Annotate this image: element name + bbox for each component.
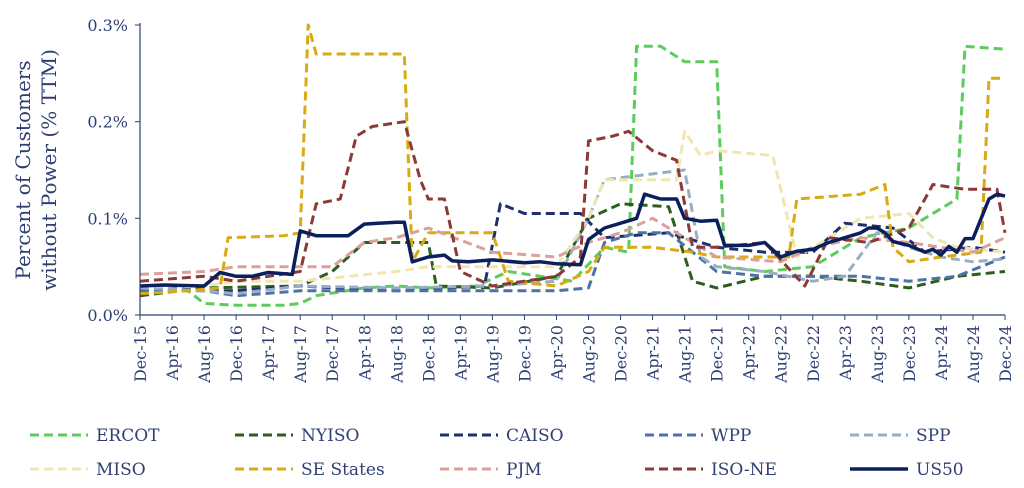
x-tick-label: Dec-15 <box>131 325 150 382</box>
series-line-iso-ne <box>139 120 1007 288</box>
x-tick-label: Apr-21 <box>644 325 663 381</box>
legend: ERCOT NYISO CAISO WPP SPP MISO SE States PJM ISO… <box>30 426 964 480</box>
y-tick-label: 0.3% <box>87 16 128 35</box>
x-tick-label: Apr-16 <box>163 325 182 381</box>
x-tick-label: Apr-23 <box>836 325 855 381</box>
y-tick-label: 0.0% <box>87 306 128 325</box>
series-line-wpp <box>140 231 1006 298</box>
x-tick-label: Aug-20 <box>580 325 599 384</box>
x-tick-label: Dec-17 <box>323 325 342 382</box>
x-tick-label: Apr-24 <box>932 325 951 381</box>
x-tick-label: Dec-20 <box>612 325 631 382</box>
x-tick-label: Aug-22 <box>772 325 791 384</box>
x-tick-label: Dec-16 <box>227 325 246 382</box>
legend-label-caiso: CAISO <box>506 426 564 446</box>
x-tick-label: Dec-22 <box>804 325 823 382</box>
y-axis-title: without Power (% TTM) <box>37 49 61 291</box>
series-line-us50 <box>139 192 1006 288</box>
legend-label-ercot: ERCOT <box>96 426 160 446</box>
x-tick-label: Dec-18 <box>419 325 438 382</box>
x-tick-label: Aug-17 <box>291 325 310 384</box>
x-tick-label: Dec-24 <box>996 325 1015 382</box>
x-tick-label: Aug-19 <box>483 325 502 384</box>
legend-label-miso: MISO <box>96 460 146 480</box>
legend-label-iso-ne: ISO-NE <box>711 460 777 480</box>
x-tick-label: Dec-19 <box>515 325 534 382</box>
series-line-nyiso <box>139 202 1006 298</box>
x-tick-label: Aug-23 <box>868 325 887 384</box>
x-tick-label: Dec-23 <box>900 325 919 382</box>
x-tick-label: Apr-19 <box>451 325 470 381</box>
x-tick-label: Dec-21 <box>708 325 727 382</box>
x-tick-label: Apr-17 <box>259 325 278 381</box>
y-tick-label: 0.1% <box>87 209 128 228</box>
x-tick-label: Apr-22 <box>740 325 759 381</box>
y-tick-label: 0.2% <box>87 113 128 132</box>
axes-layer: 0.0% 0.1% 0.2% 0.3% Dec-15 Apr-16 Aug-16 Dec-16… <box>11 16 1015 384</box>
x-tick-label: Aug-16 <box>195 325 214 384</box>
x-tick-label: Aug-18 <box>387 325 406 384</box>
x-tick-label: Aug-24 <box>964 325 983 384</box>
legend-label-spp: SPP <box>916 426 951 446</box>
legend-label-us50: US50 <box>916 460 964 480</box>
series-line-miso <box>140 129 1006 288</box>
series-layer <box>139 23 1007 307</box>
x-tick-label: Aug-21 <box>676 325 695 384</box>
series-line-se-states <box>139 23 1005 296</box>
x-tick-label: Apr-20 <box>547 325 566 381</box>
legend-label-se-states: SE States <box>301 460 385 480</box>
legend-label-pjm: PJM <box>506 460 542 480</box>
x-tick-label: Apr-18 <box>355 325 374 381</box>
legend-label-nyiso: NYISO <box>301 426 359 446</box>
legend-label-wpp: WPP <box>711 426 751 446</box>
y-axis-title: Percent of Customers <box>11 60 35 279</box>
